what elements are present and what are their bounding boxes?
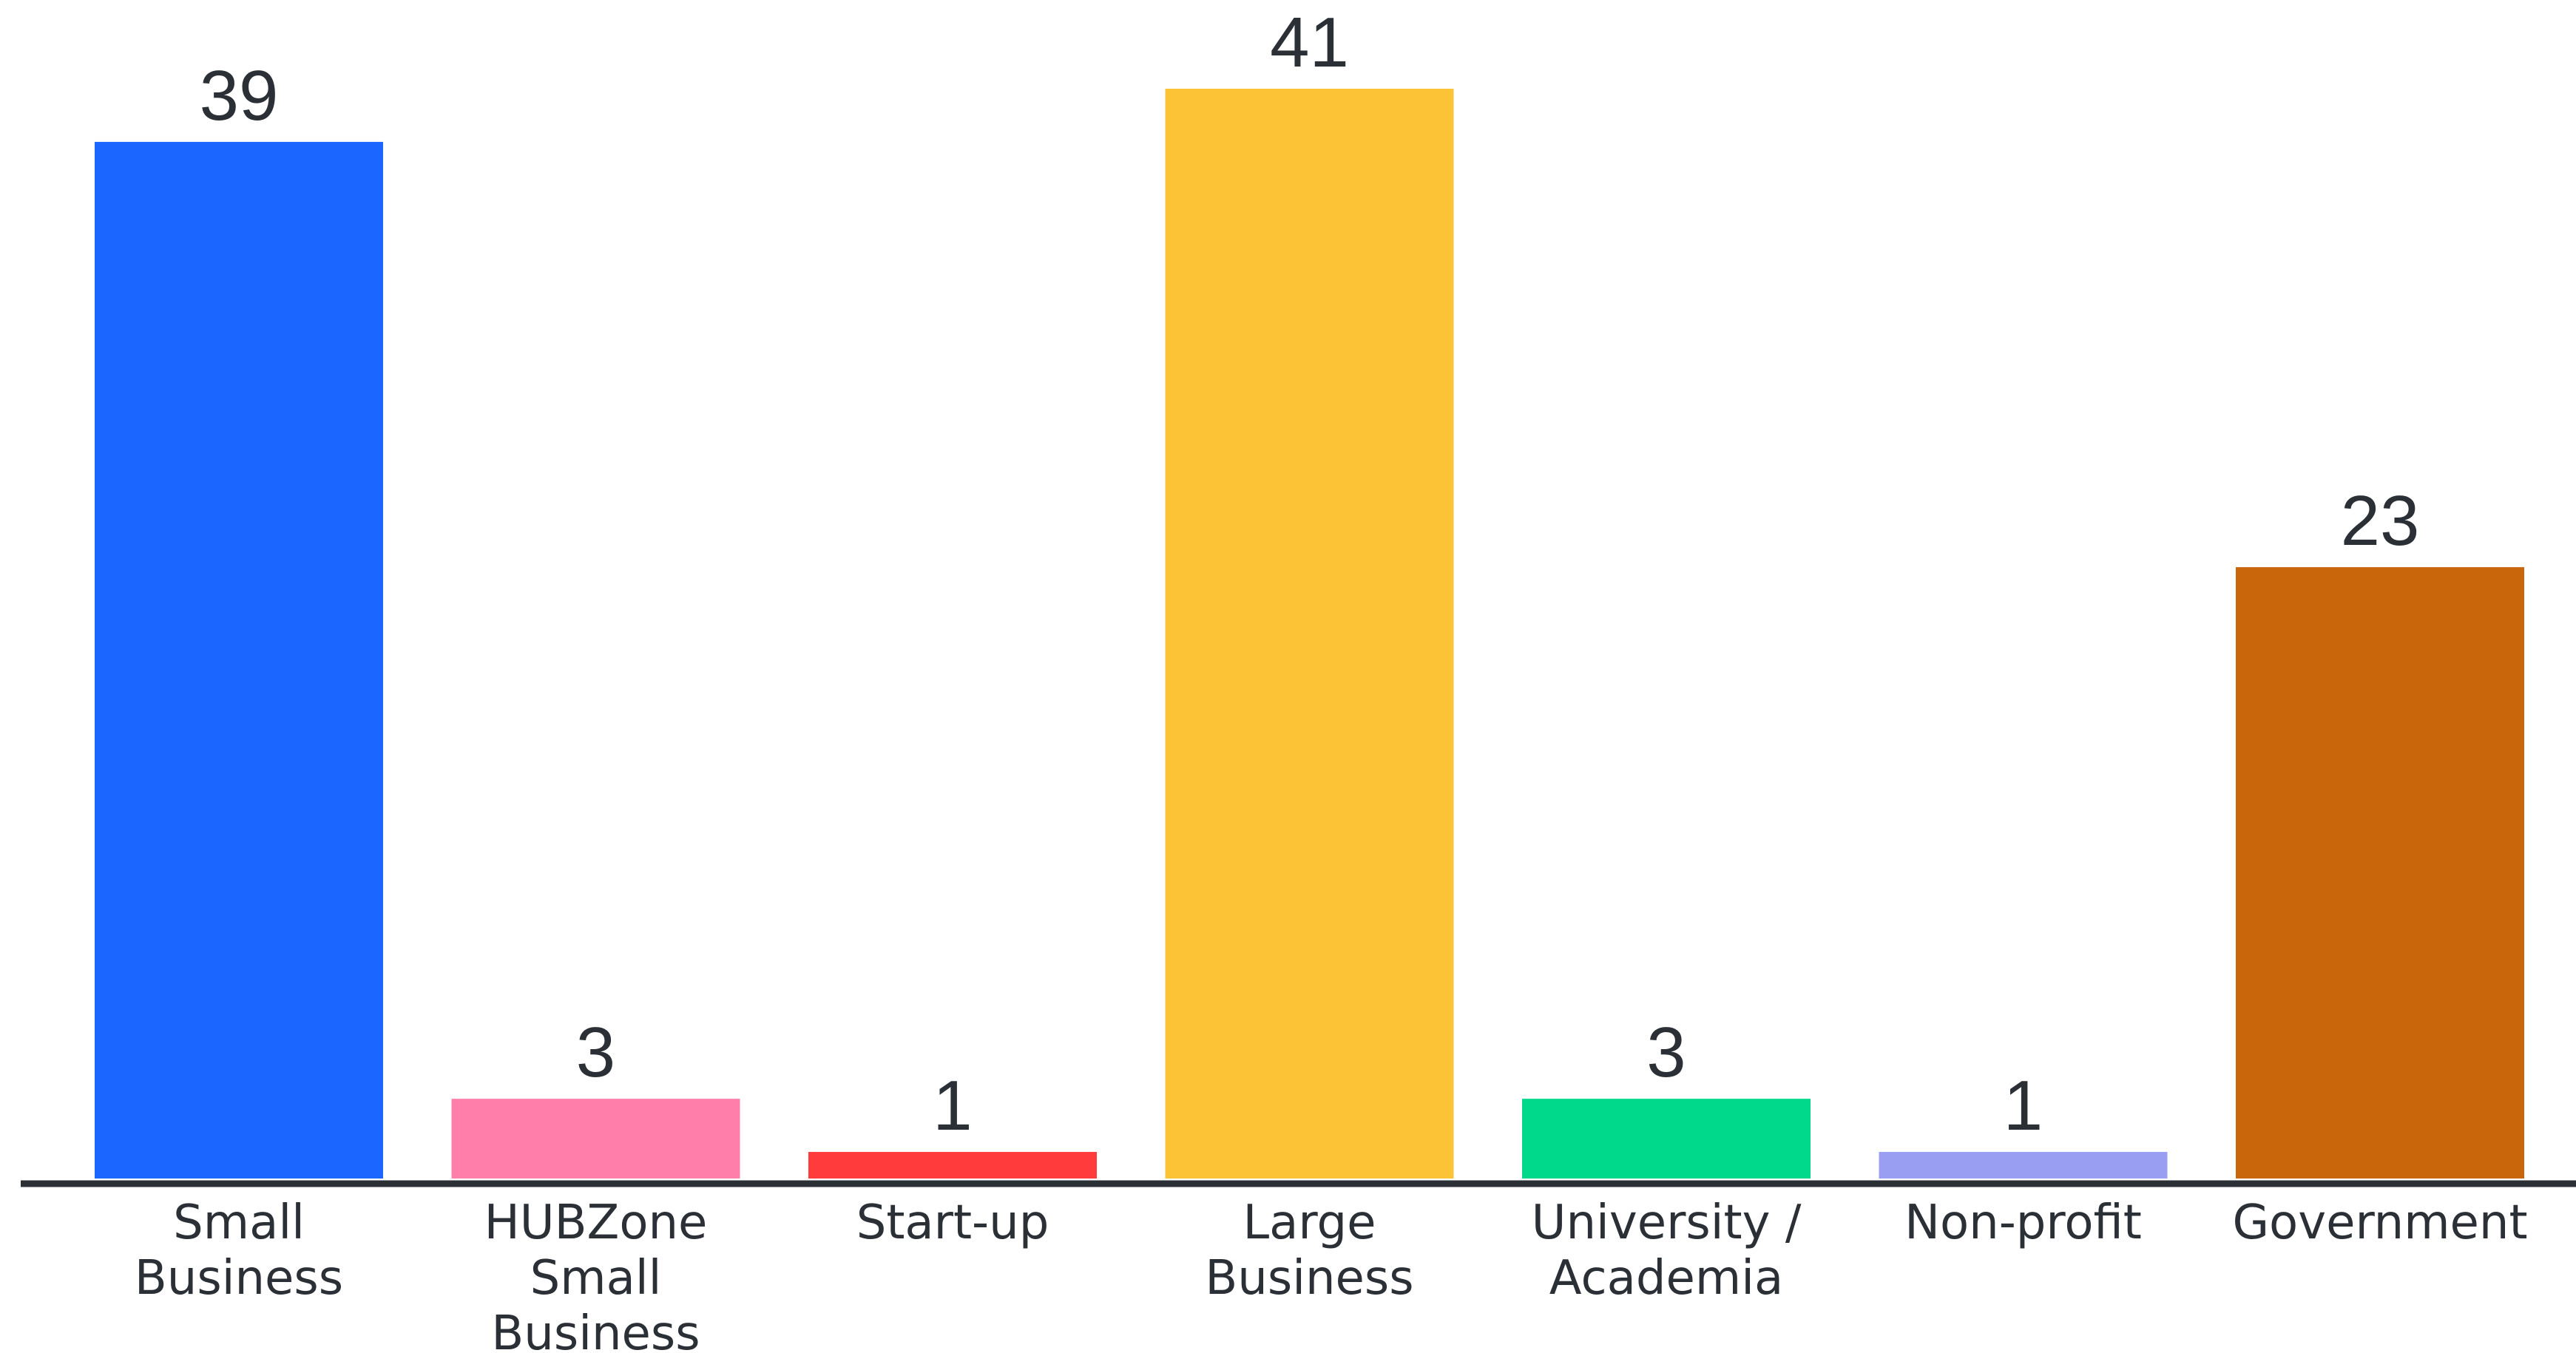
category-label-2: Start-up (856, 1196, 1049, 1250)
value-label-0: 39 (200, 56, 279, 135)
category-label-line: Business (1205, 1251, 1413, 1306)
category-label-line: Small (173, 1196, 305, 1250)
category-label-line: HUBZone (484, 1196, 708, 1250)
bar-4 (1522, 1099, 1811, 1179)
category-label-line: Academia (1549, 1251, 1783, 1306)
category-label-line: Large (1243, 1196, 1376, 1250)
value-label-5: 1 (2004, 1066, 2043, 1145)
bar-1 (451, 1099, 740, 1179)
category-label-line: Small (530, 1251, 662, 1306)
value-label-1: 3 (576, 1013, 615, 1092)
category-label-3: Large Business (1205, 1196, 1413, 1306)
category-label-1: HUBZone Small Business (484, 1196, 708, 1353)
category-label-line: Non-profit (1904, 1196, 2142, 1250)
category-label-line: Business (491, 1306, 700, 1353)
value-label-2: 1 (933, 1066, 972, 1145)
value-label-3: 41 (1270, 3, 1349, 82)
value-label-6: 23 (2341, 481, 2420, 560)
category-label-0: Small Business (135, 1196, 343, 1306)
category-label-line: Start-up (856, 1196, 1049, 1250)
category-label-line: University / (1532, 1196, 1802, 1250)
category-label-5: Non-profit (1904, 1196, 2142, 1250)
bar-0 (95, 141, 383, 1179)
value-labels-group: 39 3 1 41 3 1 23 (200, 3, 2420, 1145)
bar-2 (808, 1152, 1097, 1179)
bar-6 (2236, 567, 2524, 1179)
category-label-line: Business (135, 1251, 343, 1306)
category-label-6: Government (2232, 1196, 2527, 1250)
value-label-4: 3 (1646, 1013, 1686, 1092)
category-label-line: Government (2232, 1196, 2527, 1250)
bar-5 (1879, 1152, 2168, 1179)
category-label-4: University / Academia (1532, 1196, 1802, 1306)
bar-3 (1165, 89, 1454, 1179)
bars-group (95, 89, 2524, 1179)
